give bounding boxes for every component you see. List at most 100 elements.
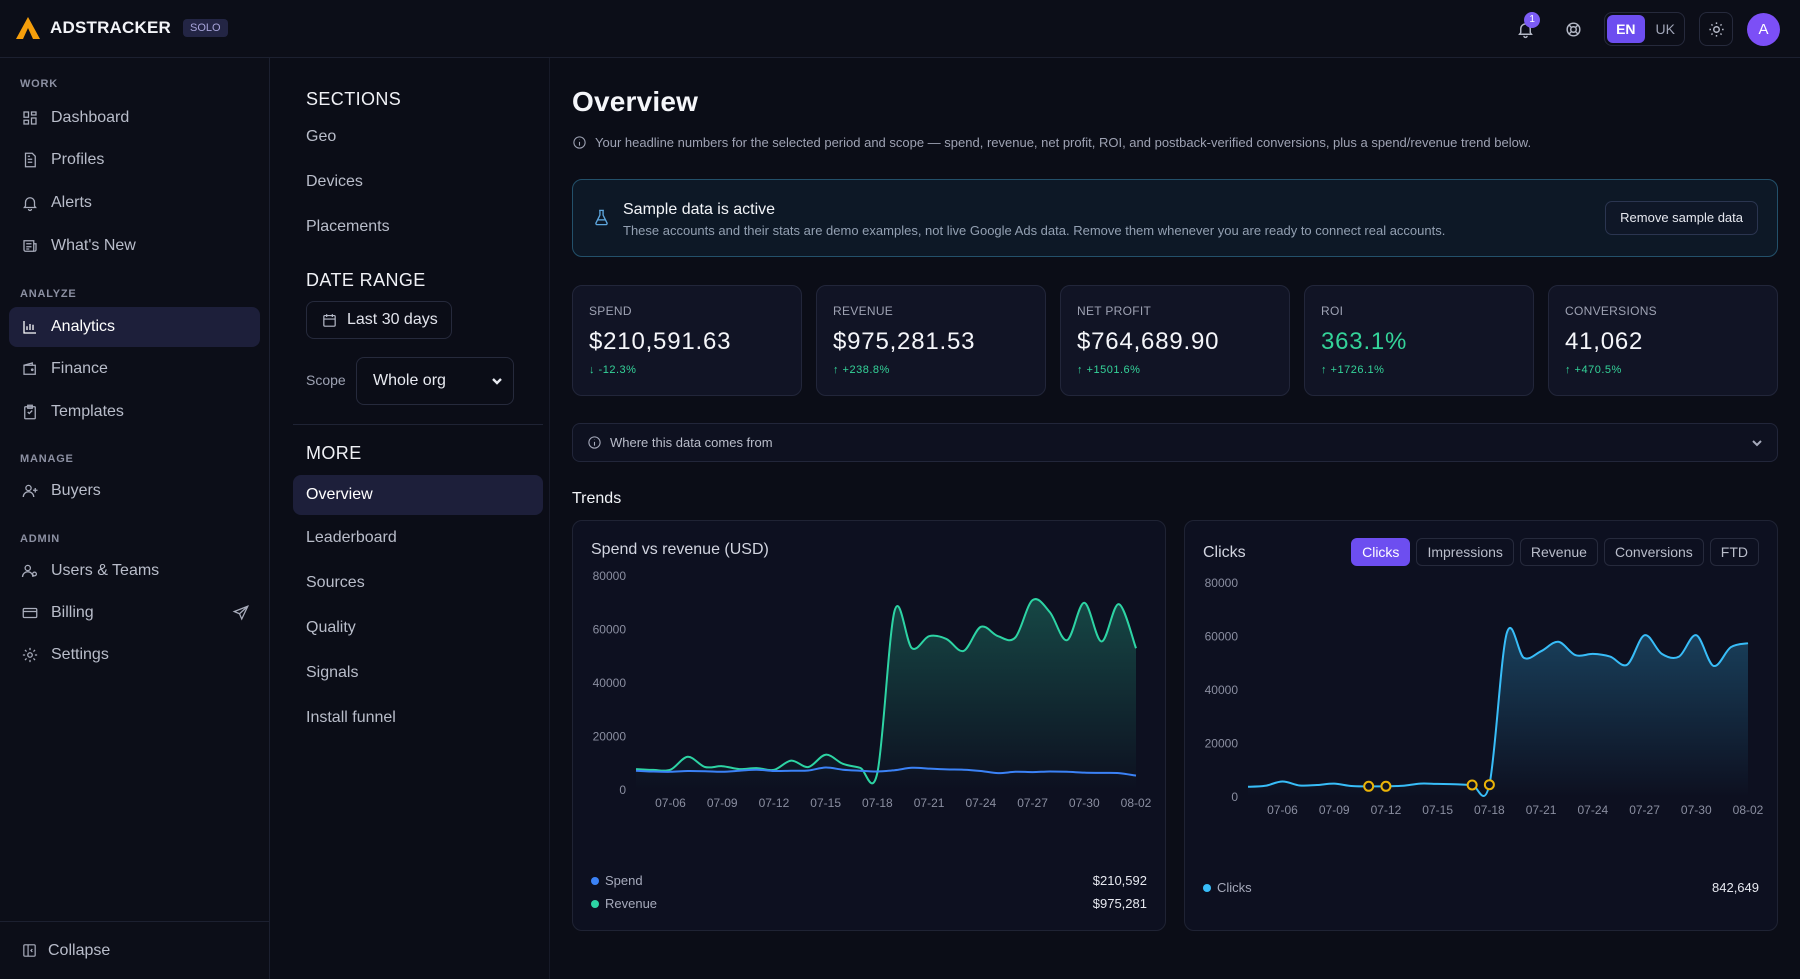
- spend-revenue-card: Spend vs revenue (USD) 80000 60000 40000 20…: [572, 520, 1166, 931]
- section-link-placements[interactable]: Placements: [306, 218, 390, 235]
- x-tick-label: 07-15: [1422, 803, 1453, 817]
- kpi-value: $975,281.53: [833, 328, 976, 355]
- kpi-card-conversions: CONVERSIONS 41,062 ↑ +470.5%: [1548, 285, 1778, 396]
- grid-icon: [23, 111, 37, 125]
- chart-title: Spend vs revenue (USD): [591, 541, 769, 558]
- main-sidebar: WORK Dashboard Profiles Alerts What's Ne…: [0, 58, 270, 979]
- section-link-devices[interactable]: Devices: [306, 173, 363, 190]
- x-tick-label: 07-12: [759, 796, 790, 810]
- page-title: Overview: [572, 86, 699, 117]
- sample-data-banner: Sample data is active These accounts and…: [572, 179, 1778, 257]
- legend-clicks[interactable]: Clicks: [1203, 880, 1252, 895]
- data-source-toggle[interactable]: Where this data comes from: [572, 423, 1778, 462]
- sidebar-item-profiles[interactable]: Profiles: [9, 140, 260, 180]
- kpi-label: REVENUE: [833, 304, 894, 318]
- sidebar-item-users-teams[interactable]: Users & Teams: [9, 551, 260, 591]
- kpi-delta: ↑ +238.8%: [833, 364, 890, 376]
- clicks-card: Clicks Clicks Impressions Revenue Conver…: [1184, 520, 1778, 931]
- y-tick-label: 20000: [1205, 737, 1239, 751]
- sidebar-item-label: What's New: [51, 237, 136, 254]
- collapse-label: Collapse: [48, 941, 111, 959]
- legend-label: Spend: [605, 873, 643, 888]
- legend-label: Revenue: [605, 896, 658, 911]
- page-subtitle: Your headline numbers for the selected p…: [572, 135, 1531, 150]
- calendar-icon: [323, 313, 336, 327]
- x-tick-label: 07-09: [1319, 803, 1350, 817]
- legend-spend[interactable]: Spend: [591, 873, 643, 888]
- section-link-install-funnel[interactable]: Install funnel: [306, 709, 396, 726]
- kpi-card-spend: SPEND $210,591.63 ↓ -12.3%: [572, 285, 802, 396]
- trends-heading: Trends: [572, 490, 622, 507]
- kpi-label: NET PROFIT: [1077, 304, 1152, 318]
- tab-conversions[interactable]: Conversions: [1603, 538, 1704, 566]
- users-icon: [21, 564, 38, 578]
- sidebar-item-settings[interactable]: Settings: [9, 635, 260, 675]
- spend-revenue-chart: 80000 60000 40000 20000 0 07-06 07-09 07-12 07-1…: [593, 569, 1152, 810]
- language-en[interactable]: EN: [1607, 15, 1645, 43]
- tab-impressions[interactable]: Impressions: [1416, 538, 1514, 566]
- collapse-sidebar-button[interactable]: Collapse: [0, 921, 270, 979]
- plan-badge: SOLO: [183, 19, 228, 37]
- section-link-quality[interactable]: Quality: [306, 619, 356, 636]
- lifebuoy-icon: [1566, 21, 1581, 37]
- x-tick-label: 07-18: [862, 796, 893, 810]
- sidebar-item-analytics[interactable]: Analytics: [9, 307, 260, 347]
- sidebar-item-label: Profiles: [51, 151, 105, 168]
- section-link-sources[interactable]: Sources: [306, 574, 365, 591]
- clipboard-icon: [24, 404, 36, 420]
- section-link-geo[interactable]: Geo: [306, 128, 337, 145]
- tab-ftd[interactable]: FTD: [1709, 538, 1759, 566]
- sidebar-item-finance[interactable]: Finance: [9, 349, 260, 389]
- series-line-clicks: [1247, 626, 1749, 797]
- sidebar-item-alerts[interactable]: Alerts: [9, 183, 260, 223]
- section-link-overview[interactable]: Overview: [293, 475, 543, 515]
- kpi-label: SPEND: [589, 304, 632, 318]
- sidebar-item-label: Finance: [51, 360, 108, 377]
- user-avatar[interactable]: A: [1747, 12, 1780, 46]
- x-tick-label: 07-15: [810, 796, 841, 810]
- top-bar: ADSTRACKER SOLO 1 EN UK A: [0, 0, 1800, 58]
- y-tick-label: 80000: [593, 569, 627, 583]
- tab-clicks[interactable]: Clicks: [1351, 538, 1411, 566]
- app-logo[interactable]: ADSTRACKER SOLO: [16, 17, 228, 39]
- section-link-leaderboard[interactable]: Leaderboard: [306, 529, 397, 546]
- sidebar-item-label: Alerts: [51, 194, 92, 211]
- remove-sample-data-button[interactable]: Remove sample data: [1605, 201, 1758, 235]
- legend-total: 842,649: [1712, 880, 1759, 895]
- send-icon[interactable]: [232, 604, 250, 622]
- banner-description: These accounts and their stats are demo …: [623, 223, 1446, 238]
- y-tick-label: 20000: [593, 730, 627, 744]
- sidebar-item-templates[interactable]: Templates: [9, 392, 260, 432]
- chart-title: Clicks: [1203, 544, 1246, 561]
- sidebar-item-billing[interactable]: Billing: [9, 593, 260, 633]
- banner-title: Sample data is active: [623, 201, 776, 218]
- user-plus-icon: [22, 484, 38, 498]
- y-tick-label: 0: [619, 783, 626, 797]
- legend-revenue[interactable]: Revenue: [591, 896, 657, 911]
- kpi-value: $764,689.90: [1077, 328, 1220, 355]
- sections-divider: [293, 424, 543, 425]
- theme-toggle-button[interactable]: [1699, 12, 1733, 46]
- x-tick-label: 07-06: [655, 796, 686, 810]
- date-range-picker[interactable]: Last 30 days: [306, 301, 452, 339]
- sidebar-item-buyers[interactable]: Buyers: [9, 471, 260, 511]
- sidebar-item-whats-new[interactable]: What's New: [9, 226, 260, 266]
- section-link-signals[interactable]: Signals: [306, 664, 359, 681]
- tab-revenue[interactable]: Revenue: [1519, 538, 1598, 566]
- series-line-spend: [635, 766, 1137, 777]
- x-tick-label: 08-02: [1121, 796, 1152, 810]
- scope-select[interactable]: Whole org: [356, 357, 514, 405]
- notifications-button[interactable]: 1: [1508, 12, 1542, 46]
- nav-group-analyze: ANALYZE: [20, 288, 77, 300]
- date-range-heading: DATE RANGE: [306, 270, 426, 290]
- x-tick-label: 07-24: [1577, 803, 1608, 817]
- help-button[interactable]: [1556, 12, 1590, 46]
- data-point-marker: [1363, 780, 1375, 792]
- language-uk[interactable]: UK: [1655, 21, 1675, 37]
- info-icon: [573, 136, 586, 149]
- analytics-sections-panel: SECTIONS Geo Devices Placements DATE RAN…: [270, 58, 550, 979]
- kpi-cards: SPEND $210,591.63 ↓ -12.3% REVENUE $975,…: [572, 285, 1778, 396]
- series-line-revenue: [635, 598, 1137, 785]
- sidebar-item-dashboard[interactable]: Dashboard: [9, 98, 260, 138]
- data-source-label: Where this data comes from: [610, 435, 773, 450]
